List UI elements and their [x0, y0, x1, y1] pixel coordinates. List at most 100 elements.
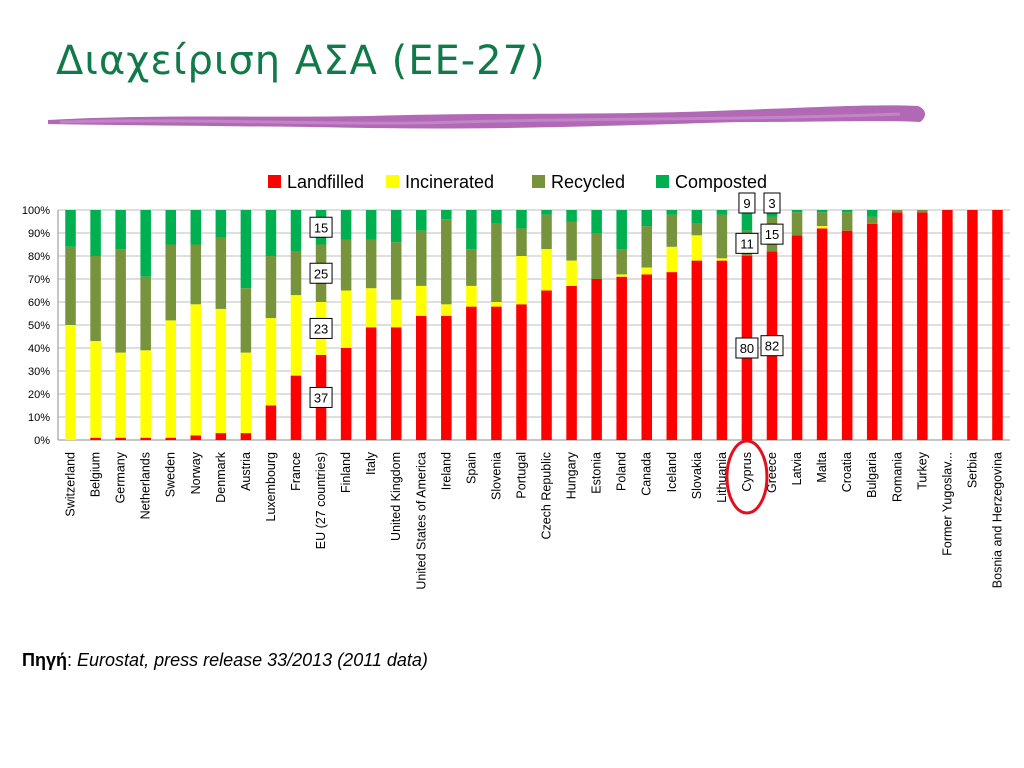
bar-segment	[641, 210, 652, 227]
bar-segment	[691, 223, 703, 236]
category-label: Luxembourg	[264, 452, 278, 522]
category-label: France	[289, 452, 303, 491]
bar-segment	[65, 210, 76, 247]
category-label: Sweden	[164, 452, 178, 497]
bar-segment	[290, 251, 302, 296]
y-tick-label: 20%	[28, 389, 50, 401]
bar-segment	[666, 214, 678, 247]
bar-segment	[816, 212, 828, 227]
annotation-box	[760, 335, 784, 357]
category-label: Greece	[765, 452, 779, 493]
category-label: Belgium	[89, 452, 103, 497]
bar-segment	[90, 437, 101, 440]
bar-segment	[716, 260, 728, 440]
bar-segment	[641, 226, 652, 268]
legend-swatch	[268, 175, 281, 188]
bar-segment	[390, 242, 402, 300]
category-label: Cyprus	[740, 452, 754, 492]
bar-segment	[240, 352, 252, 434]
annotation-box	[309, 262, 333, 284]
annotation-label: 15	[765, 227, 779, 242]
source-separator: :	[67, 650, 73, 670]
bar-segment	[165, 320, 176, 438]
source-label: Πηγή	[22, 650, 67, 670]
bar-segment	[190, 210, 202, 245]
y-tick-label: 60%	[28, 297, 50, 309]
category-label: Austria	[239, 452, 253, 491]
bar-segment	[691, 210, 703, 224]
bar-segment	[165, 437, 176, 440]
annotation-label: 15	[314, 220, 328, 235]
legend-label: Recycled	[551, 172, 625, 192]
bar-segment	[115, 437, 126, 440]
bar-segment	[115, 210, 126, 250]
bar-segment	[516, 228, 527, 256]
bar-segment	[591, 233, 602, 279]
annotation-box	[760, 223, 784, 245]
category-label: Iceland	[665, 452, 679, 492]
bar-segment	[591, 279, 602, 440]
category-label: Denmark	[214, 451, 228, 502]
category-label: Latvia	[790, 452, 804, 485]
bar-segment	[992, 210, 1003, 440]
bar-segment	[491, 223, 502, 302]
bar-segment	[140, 437, 151, 440]
category-label: EU (27 countries)	[314, 452, 328, 549]
bar-segment	[265, 405, 277, 440]
bar-segment	[90, 210, 101, 256]
category-label: Estonia	[590, 452, 604, 494]
annotation-label: 11	[740, 236, 754, 251]
bar-segment	[816, 210, 828, 213]
bar-segment	[466, 285, 477, 307]
bar-segment	[541, 210, 552, 215]
category-label: Romania	[890, 452, 904, 502]
decorative-brush-stroke	[48, 105, 925, 129]
bar-segment	[190, 244, 202, 305]
bar-segment	[566, 221, 577, 261]
bar-segment	[265, 210, 277, 256]
bar-segment	[290, 210, 302, 252]
category-label: Hungary	[565, 451, 579, 499]
bar-segment	[416, 285, 427, 316]
bar-segment	[666, 272, 678, 440]
category-label: Germany	[114, 451, 128, 503]
category-label: Netherlands	[139, 452, 153, 519]
bar-segment	[967, 210, 978, 440]
highlight-circle	[725, 439, 769, 515]
source-note: Πηγή: Eurostat, press release 33/2013 (2…	[22, 650, 428, 671]
bar-segment	[240, 288, 252, 353]
bar-segment	[516, 210, 527, 229]
bar-segment	[441, 219, 452, 305]
bar-segment	[65, 246, 76, 325]
bar-segment	[791, 212, 803, 236]
y-tick-label: 90%	[28, 228, 50, 240]
bar-segment	[340, 290, 352, 348]
annotation-box	[763, 192, 781, 214]
bar-segment	[90, 256, 101, 342]
bar-segment	[140, 350, 151, 438]
bar-segment	[165, 210, 176, 245]
bar-segment	[240, 210, 252, 289]
bar-segment	[365, 288, 377, 328]
category-label: Malta	[815, 452, 829, 483]
legend-swatch	[386, 175, 399, 188]
bar-segment	[365, 210, 377, 240]
bar-segment	[841, 210, 853, 213]
bar-segment	[616, 276, 627, 440]
bar-segment	[215, 237, 227, 309]
bar-segment	[841, 212, 853, 231]
bar-segment	[666, 210, 678, 215]
bar-segment	[716, 258, 728, 261]
category-label: Spain	[464, 452, 478, 484]
category-label: Canada	[640, 452, 654, 496]
bar-segment	[390, 299, 402, 328]
bar-segment	[491, 210, 502, 224]
bar-segment	[215, 210, 227, 238]
bar-segment	[290, 295, 302, 376]
bar-segment	[516, 304, 527, 440]
category-label: Former Yugoslav...	[940, 452, 954, 556]
annotation-box	[309, 216, 333, 238]
category-label: Bulgaria	[865, 452, 879, 498]
bar-segment	[892, 212, 903, 440]
waste-management-chart: 0% 10% 20% 30% 40% 50% 60% 70% 80% 90% 100% Switzer…	[22, 172, 1010, 590]
